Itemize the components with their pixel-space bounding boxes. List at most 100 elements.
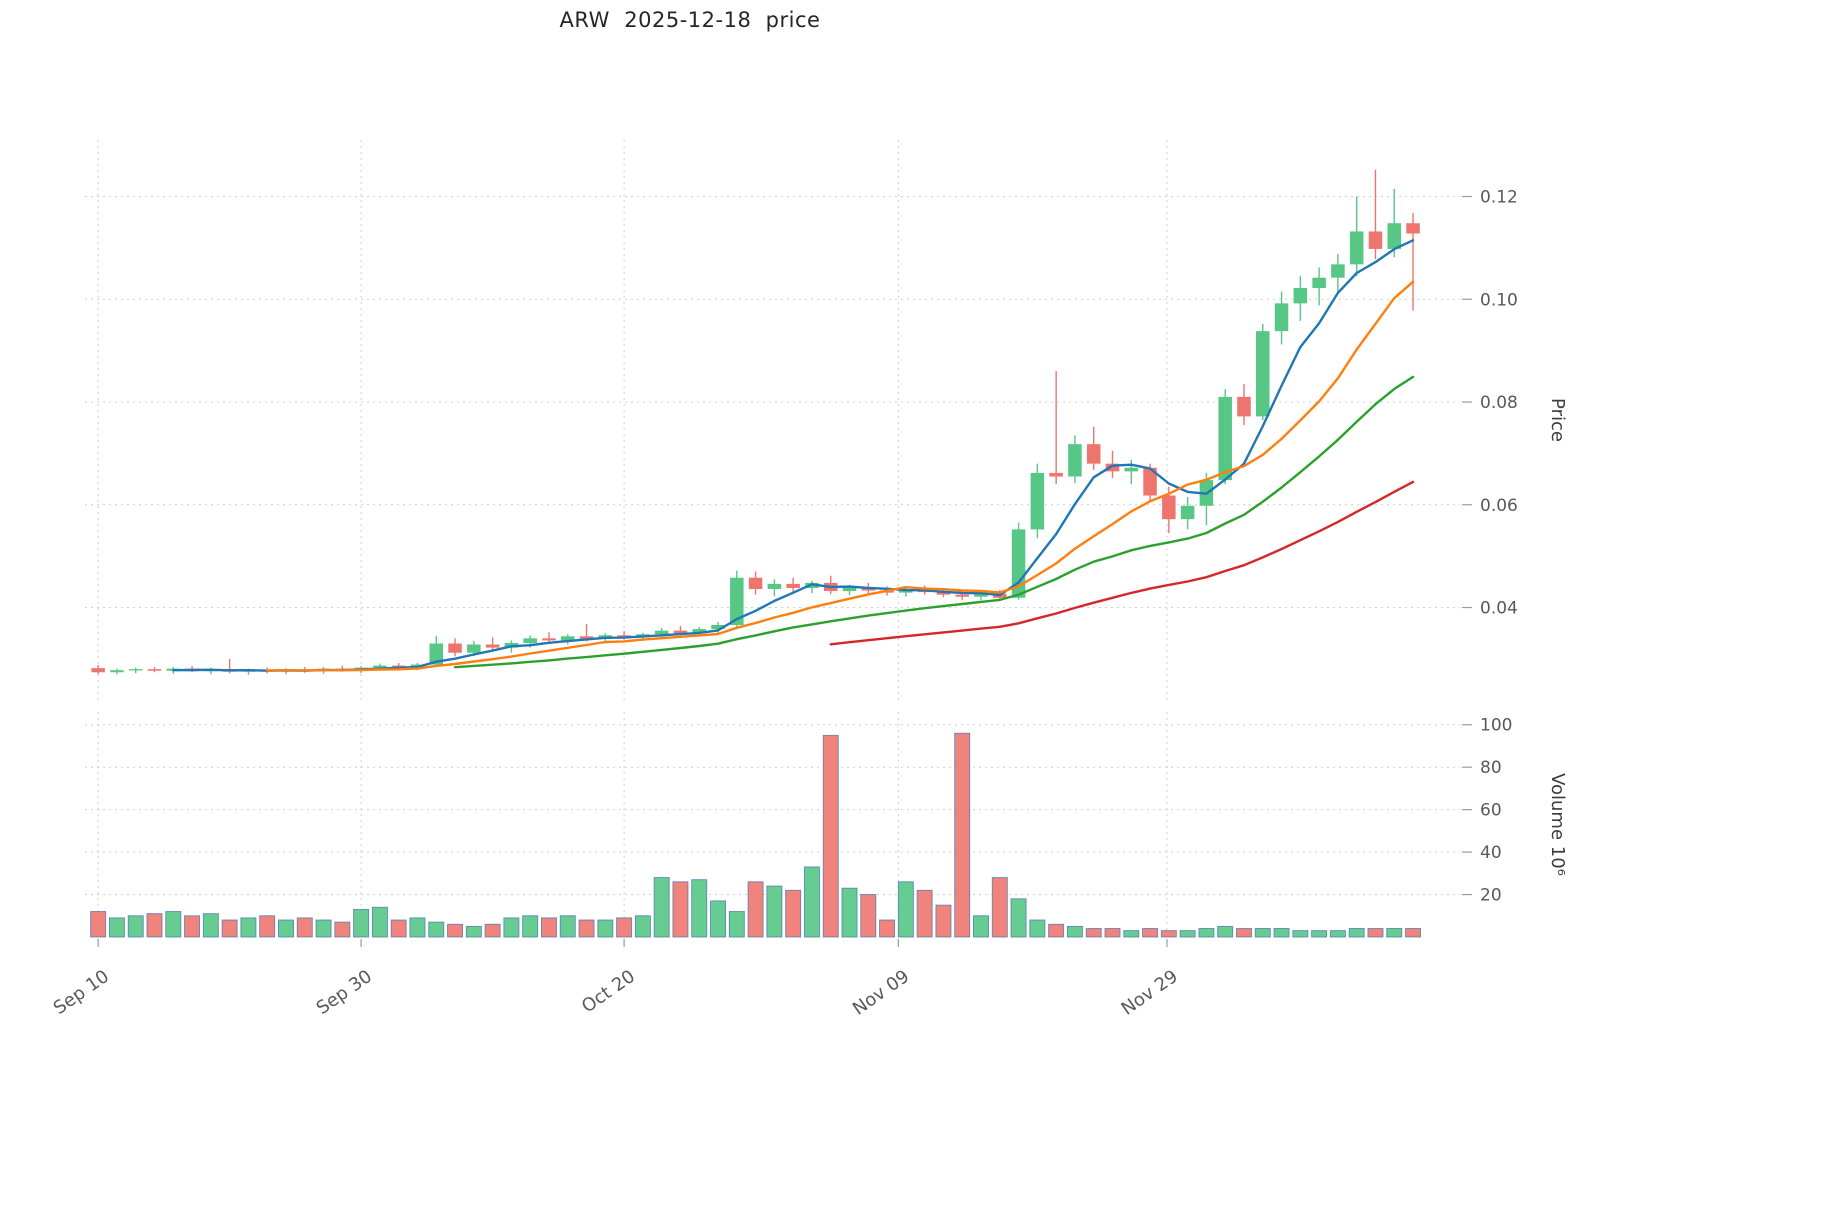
candle-body [1256, 331, 1270, 417]
volume-bar [334, 921, 351, 938]
candle [1293, 276, 1308, 321]
volume-bar [503, 917, 520, 938]
candle-body [1387, 223, 1402, 249]
volume-bar [1048, 923, 1065, 938]
volume-bar [1367, 928, 1384, 938]
candle-body [467, 644, 481, 653]
candle [1049, 371, 1063, 485]
candle-body [542, 638, 556, 641]
candle-body [1143, 467, 1157, 496]
candle-body [147, 669, 162, 671]
volume-ytick-label: 20 [1480, 886, 1502, 906]
volume-bar [559, 915, 576, 938]
volume-bar [728, 911, 745, 938]
candle-body [673, 630, 688, 634]
candle-body [110, 670, 124, 673]
candle-body [523, 638, 537, 643]
volume-bar [766, 885, 783, 938]
candle [1274, 291, 1289, 345]
volume-bar [879, 919, 896, 938]
volume-bar [259, 915, 276, 938]
candle [1256, 323, 1270, 420]
ma-line-20 [453, 375, 1415, 669]
candle [1368, 169, 1383, 260]
volume-bar [841, 887, 858, 938]
volume-bar [1123, 930, 1140, 938]
candle-body [1030, 472, 1045, 530]
volume-bar [634, 915, 651, 938]
volume-bar [1142, 928, 1159, 938]
volume-bar [1085, 928, 1102, 938]
volume-bar [1217, 925, 1234, 938]
candle-body [1368, 231, 1383, 249]
volume-bar [390, 919, 407, 938]
candle-body [560, 636, 575, 641]
xtick-label: Nov 29 [1118, 966, 1182, 1020]
volume-bar [860, 894, 877, 938]
volume-bar [653, 877, 670, 938]
candle [560, 634, 575, 645]
candle [1237, 384, 1251, 426]
candle [1218, 389, 1232, 485]
volume-bar [1010, 898, 1027, 938]
volume-bar [935, 904, 952, 938]
candle-body [1349, 231, 1364, 265]
volume-bar [954, 732, 971, 938]
xtick-label: Oct 20 [578, 966, 639, 1017]
volume-bar [973, 915, 989, 938]
candle [1030, 463, 1045, 539]
candle [1406, 212, 1420, 311]
candle-body [1068, 444, 1082, 477]
volume-bar [409, 917, 426, 938]
candle [1105, 450, 1120, 479]
candle [1124, 459, 1139, 485]
price-ytick-label: 0.10 [1480, 290, 1518, 310]
candle-body [767, 583, 782, 590]
candle [1180, 497, 1195, 530]
volume-bar [447, 923, 464, 938]
candle [1312, 267, 1326, 306]
volume-bar [541, 917, 557, 938]
xtick-label: Sep 10 [50, 966, 113, 1019]
candle-body [974, 593, 988, 597]
xtick-label: Nov 09 [849, 966, 913, 1020]
candle-body [786, 583, 800, 588]
candle-body [1406, 223, 1420, 234]
chart-title: ARW 2025-12-18 price [559, 8, 821, 32]
candle-body [429, 643, 444, 665]
volume-bar [484, 923, 501, 938]
volume-bar [465, 925, 482, 938]
volume-bar [1029, 919, 1046, 938]
candle-body [485, 644, 500, 648]
volume-ytick-label: 40 [1480, 843, 1502, 863]
candle-body [391, 665, 406, 668]
candle-body [730, 577, 744, 625]
volume-bar [1273, 928, 1290, 938]
candle-body [1105, 463, 1120, 472]
volume-bar [127, 915, 144, 938]
volume-bar [108, 917, 125, 938]
moving-averages [172, 239, 1415, 672]
candle-body [711, 624, 725, 630]
candle-body [1180, 505, 1195, 520]
candle-body [955, 594, 969, 597]
candle [748, 571, 763, 595]
candle-body [373, 665, 387, 668]
candle [448, 638, 462, 657]
volume-bars [90, 732, 1422, 938]
candle-body [1293, 287, 1308, 304]
volume-bar [371, 906, 388, 938]
volume-bar [1179, 930, 1196, 938]
candle [1086, 426, 1101, 470]
candle-body [128, 669, 143, 671]
volume-bar [747, 881, 764, 938]
volume-bar [184, 915, 201, 938]
candle [147, 667, 162, 673]
candle [1331, 254, 1345, 294]
ma-line-40 [829, 480, 1415, 646]
candle-body [1086, 444, 1101, 464]
volume-bar [296, 917, 313, 938]
candle-body [1274, 303, 1289, 332]
